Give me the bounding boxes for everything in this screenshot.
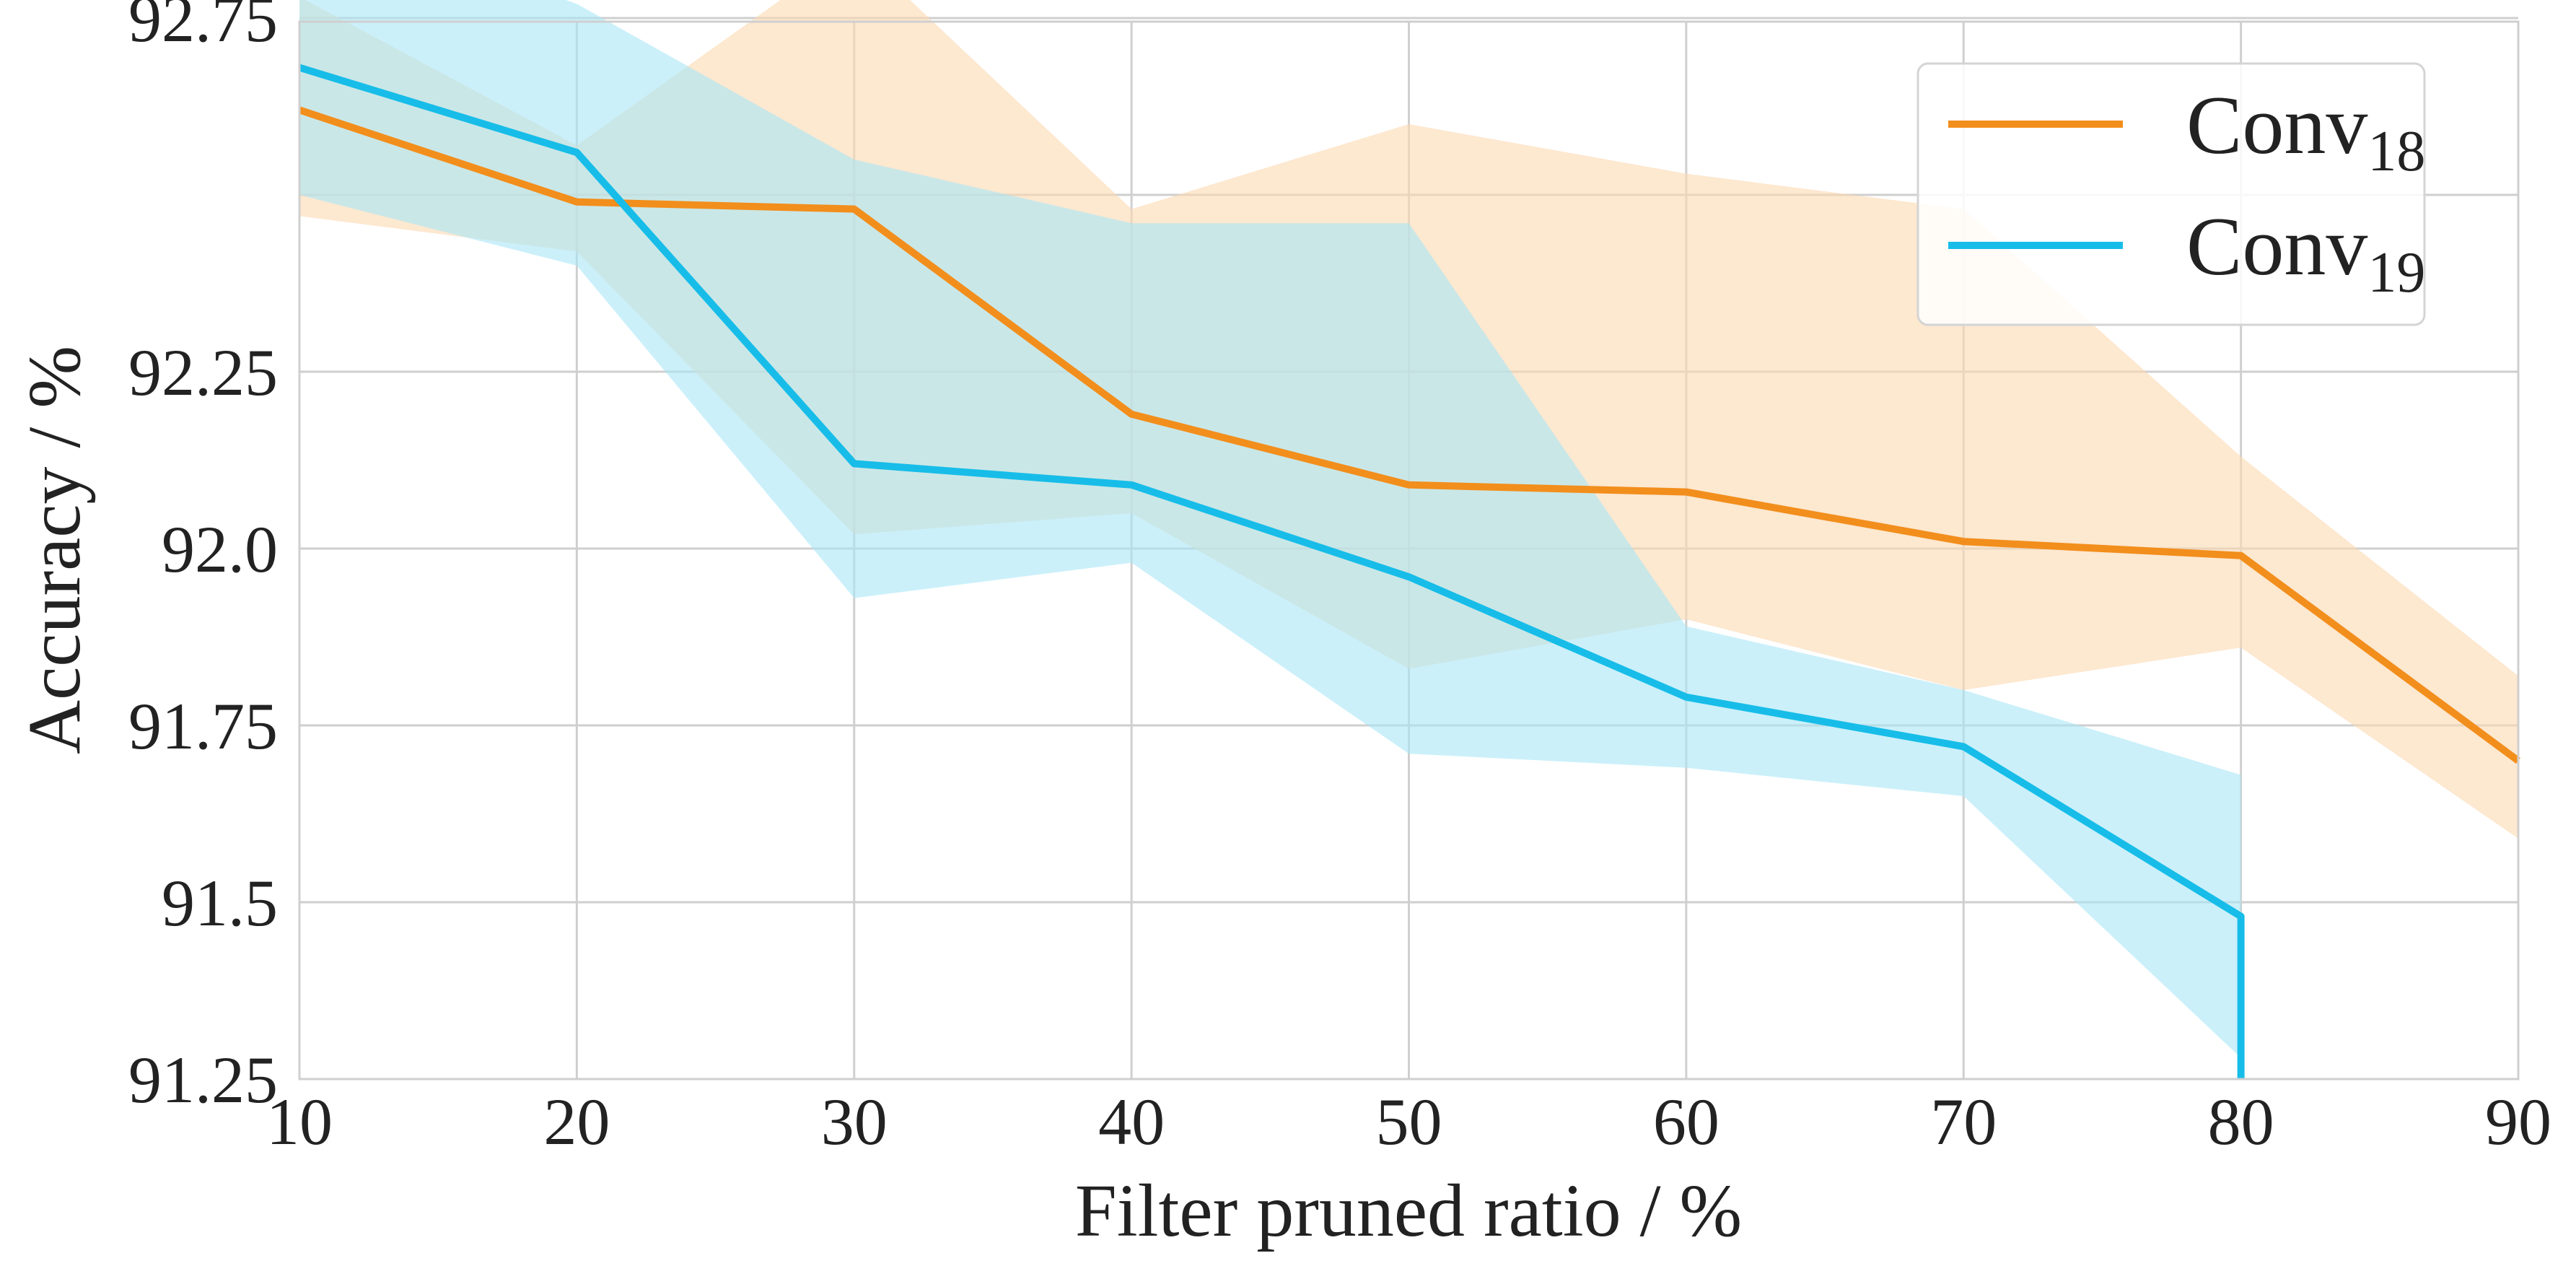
x-tick-label-40: 40 xyxy=(1098,1085,1165,1158)
legend-label-conv19: Conv19 xyxy=(2186,201,2425,305)
y-tick-label-92_75: 92.75 xyxy=(128,0,278,56)
x-tick-label-80: 80 xyxy=(2208,1085,2274,1158)
x-tick-label-20: 20 xyxy=(543,1085,610,1158)
confidence-band-conv19 xyxy=(299,0,2241,1079)
legend-label-conv18: Conv18 xyxy=(2186,79,2425,183)
x-tick-label-30: 30 xyxy=(821,1085,888,1158)
y-tick-label-91_75: 91.75 xyxy=(128,689,278,763)
plot-frame xyxy=(298,20,2520,1081)
legend-label-conv19-subscript: 19 xyxy=(2367,241,2425,305)
legend-label-conv18-name: Conv xyxy=(2186,79,2367,172)
legend-label-conv18-subscript: 18 xyxy=(2367,120,2425,183)
legend: Conv18 Conv19 xyxy=(1916,62,2426,326)
legend-label-conv19-name: Conv xyxy=(2186,201,2367,293)
y-tick-label-92_25: 92.25 xyxy=(128,336,278,409)
x-tick-label-10: 10 xyxy=(266,1085,333,1158)
series-line-conv18 xyxy=(298,106,2520,764)
y-axis-title: Accuracy / % xyxy=(13,346,96,754)
x-tick-label-60: 60 xyxy=(1653,1085,1719,1158)
x-tick-label-90: 90 xyxy=(2485,1085,2551,1158)
x-tick-label-70: 70 xyxy=(1930,1085,1997,1158)
y-tick-label-92: 92.0 xyxy=(162,512,278,586)
y-tick-label-91_25: 91.25 xyxy=(128,1043,278,1117)
y-tick-label-91_5: 91.5 xyxy=(162,866,278,940)
tick-layer: 10 20 30 40 50 60 70 80 90 91.25 91.5 91.75 92.0 92.2… xyxy=(128,0,2551,1158)
x-tick-label-50: 50 xyxy=(1376,1085,1442,1158)
x-axis-title: Filter pruned ratio / % xyxy=(1075,1169,1742,1252)
series-line-conv19 xyxy=(298,64,2245,1079)
line-layer xyxy=(298,64,2520,1079)
legend-box xyxy=(1916,62,2426,326)
